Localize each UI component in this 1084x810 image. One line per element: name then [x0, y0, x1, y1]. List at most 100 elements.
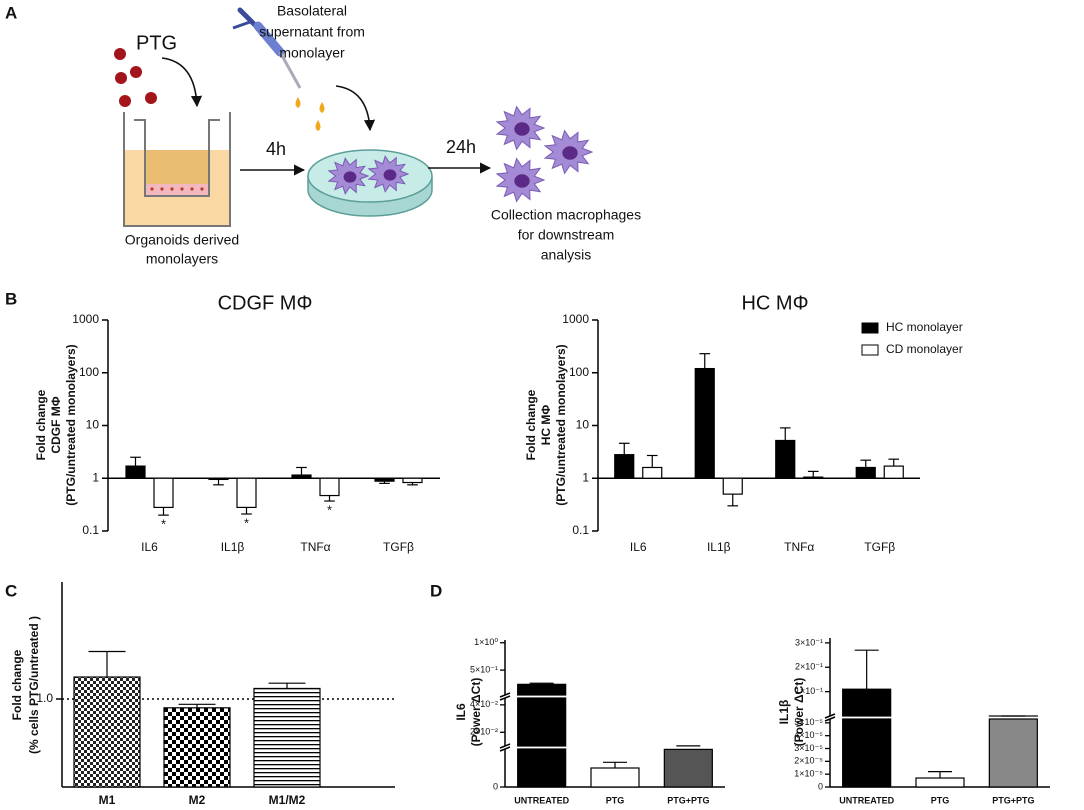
well	[123, 112, 231, 227]
y-axis-label: IL1β	[777, 700, 791, 725]
schematic: PTG Organoids derived monolayers 4h Baso…	[114, 3, 641, 267]
y-tick-label: 1	[92, 470, 99, 484]
legend-label: HC monolayer	[886, 320, 963, 334]
y-tick-label: 10	[576, 418, 590, 432]
ptg-particle	[130, 66, 142, 78]
bar	[642, 466, 663, 479]
x-tick-label: TNFα	[784, 540, 814, 554]
y-axis-label: IL6	[454, 703, 468, 721]
bar	[663, 748, 713, 788]
y-tick-label: 1×10⁻¹	[795, 686, 823, 696]
x-tick-label: M2	[189, 793, 206, 807]
insert	[134, 119, 220, 197]
y-axis-label: (PTG/untreated monolayers)	[554, 344, 568, 505]
y-tick-label: 1.0	[36, 691, 53, 705]
bar	[291, 474, 312, 479]
x-tick-label: IL1β	[221, 540, 245, 554]
panel-label: C	[5, 581, 17, 600]
y-tick-label: 2×10⁻⁵	[794, 756, 823, 766]
significance-marker: *	[244, 515, 249, 530]
y-axis-label: (% cells PTG/untreated )	[27, 616, 41, 754]
axis-break	[824, 716, 836, 722]
x-tick-label: IL6	[630, 540, 647, 554]
bar	[517, 697, 567, 747]
step-label: Collection macrophages	[491, 207, 641, 223]
x-tick-label: PTG+PTG	[992, 795, 1034, 805]
panel-label: A	[5, 3, 17, 22]
y-tick-label: 1×10⁻⁵	[794, 769, 823, 779]
y-tick-label: 100	[569, 365, 589, 379]
y-tick-label: 0	[493, 781, 498, 791]
ptg-label: PTG	[136, 32, 177, 54]
bar	[402, 477, 423, 484]
axis-break	[499, 695, 511, 701]
bar	[694, 367, 715, 479]
step-label: monolayer	[279, 45, 345, 61]
nucleus	[343, 171, 357, 183]
time-label: 24h	[446, 137, 476, 157]
y-axis-label: Fold change	[10, 649, 24, 720]
axis-break	[499, 746, 511, 752]
bar	[163, 707, 231, 788]
x-tick-label: PTG+PTG	[667, 795, 709, 805]
x-tick-label: UNTREATED	[839, 795, 894, 805]
y-tick-label: 4×10⁻²	[470, 699, 498, 709]
y-tick-label: 3×10⁻⁵	[794, 743, 823, 753]
bar	[842, 718, 892, 788]
bar	[722, 477, 743, 495]
step-label: analysis	[541, 247, 592, 263]
x-tick-label: TNFα	[300, 540, 330, 554]
y-tick-label: 0.1	[572, 523, 589, 537]
monolayer	[146, 184, 208, 195]
y-axis-label: Fold change	[34, 389, 48, 460]
y-tick-label: 2×10⁻¹	[795, 662, 823, 672]
x-tick-label: UNTREATED	[514, 795, 569, 805]
bar	[775, 439, 796, 479]
y-tick-label: 100	[79, 365, 99, 379]
legend-swatch	[861, 344, 879, 356]
time-label: 4h	[266, 139, 286, 159]
arrow	[335, 85, 376, 132]
x-tick-label: TGFβ	[383, 540, 414, 554]
bar	[883, 465, 904, 479]
bar	[517, 683, 567, 696]
y-tick-label: 1	[582, 470, 589, 484]
panel-label: D	[430, 581, 442, 600]
x-tick-label: IL1β	[707, 540, 731, 554]
x-tick-label: PTG	[931, 795, 950, 805]
y-axis-label: HC MΦ	[539, 405, 553, 446]
step-label: monolayers	[146, 251, 218, 267]
bar	[590, 767, 640, 788]
y-tick-label: 3×10⁻¹	[795, 637, 823, 647]
y-axis-label: (PTG/untreated monolayers)	[64, 344, 78, 505]
y-tick-label: 1000	[72, 312, 99, 326]
bar	[614, 454, 635, 479]
pipette	[232, 7, 302, 89]
y-tick-label: 1×10⁰	[474, 637, 498, 647]
chart-title: CDGF MΦ	[218, 292, 313, 314]
y-tick-label: 4×10⁻⁵	[794, 730, 823, 740]
y-tick-label: 0.1	[82, 523, 99, 537]
bar	[236, 477, 257, 509]
bar	[517, 748, 567, 788]
x-tick-label: IL6	[141, 540, 158, 554]
nucleus	[562, 146, 578, 160]
bar	[374, 477, 395, 482]
x-tick-label: M1	[99, 793, 116, 807]
step-label: Basolateral	[277, 3, 347, 19]
step-label: for downstream	[518, 227, 614, 243]
bar	[153, 477, 174, 509]
panel-label: B	[5, 289, 17, 308]
nucleus	[514, 174, 530, 188]
bar	[125, 465, 146, 479]
bar	[855, 466, 876, 479]
nucleus	[383, 169, 397, 181]
bar	[803, 476, 824, 479]
droplets	[295, 97, 325, 131]
bar	[842, 688, 892, 717]
significance-marker: *	[161, 517, 166, 532]
y-tick-label: 1000	[562, 312, 589, 326]
dish	[307, 149, 433, 203]
y-axis-label: (Power ΔCt)	[469, 678, 483, 747]
